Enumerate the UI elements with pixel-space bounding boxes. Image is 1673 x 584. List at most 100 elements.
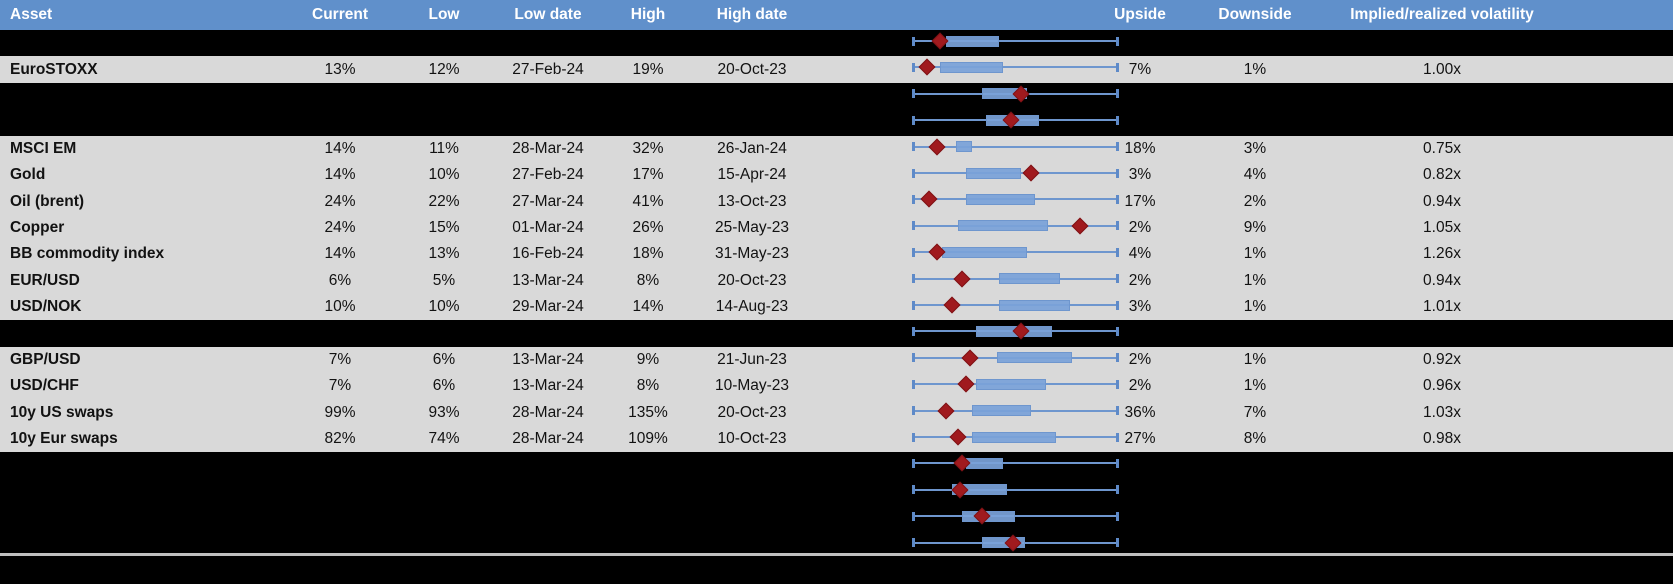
upside-value: 2% [1128,271,1152,289]
column-header-high-date: High date [716,6,788,23]
low-value: 15% [428,218,460,236]
current-marker-diamond [973,507,991,525]
high-date: 13-Oct-23 [717,192,787,210]
high-date: 14-Aug-23 [715,298,789,316]
whisker-cap-left [912,511,915,521]
low-date: 28-Mar-24 [512,139,584,157]
high-date: 20-Oct-23 [717,403,787,421]
table-row-bb-commodity-index: BB commodity index 14% 13% 16-Feb-24 18%… [0,241,1673,268]
high-date: 25-May-23 [714,218,790,236]
high-value: 32% [632,139,664,157]
downside-value: 1% [1243,245,1267,263]
high-date: 26-Jan-24 [717,139,787,157]
whisker-cap-right [1116,538,1119,548]
column-header-high: High [630,6,666,23]
low-date: 13-Mar-24 [512,350,584,368]
high-date: 10-May-23 [714,377,790,395]
low-date: 13-Mar-24 [512,271,584,289]
high-value: 26% [632,218,664,236]
spacer-row [0,30,1673,57]
implied-realized-vol: 0.82x [1423,166,1461,184]
implied-realized-vol: 1.00x [1423,60,1461,78]
high-value: 41% [632,192,664,210]
implied-realized-vol: 0.94x [1423,271,1461,289]
low-value: 10% [428,298,460,316]
low-date: 27-Feb-24 [512,166,584,184]
high-date: 21-Jun-23 [717,350,787,368]
high-date: 10-Oct-23 [717,430,787,448]
whisker-cap-right [1116,485,1119,495]
whisker-cap-left [912,538,915,548]
asset-name: EuroSTOXX [10,60,98,78]
high-value: 19% [632,60,664,78]
current-value: 99% [324,403,356,421]
table-row-eur-usd: EUR/USD 6% 5% 13-Mar-24 8% 20-Oct-23 2% … [0,267,1673,294]
upside-value: 27% [1124,430,1156,448]
range-box [951,484,1007,496]
whisker-line [913,488,1117,491]
asset-name: GBP/USD [10,350,81,368]
range-box [961,510,1015,522]
whisker-line [913,462,1117,465]
asset-name: EUR/USD [10,271,80,289]
downside-value: 1% [1243,377,1267,395]
current-marker-diamond [1004,534,1022,552]
whisker-cap-right [1116,458,1119,468]
current-marker-diamond [951,481,969,499]
whisker-line [913,541,1117,544]
table-row-oil-brent: Oil (brent) 24% 22% 27-Mar-24 41% 13-Oct… [0,188,1673,215]
downside-value: 7% [1243,403,1267,421]
column-header-vol: Implied/realized volatility [1350,6,1534,23]
column-header-downside: Downside [1218,6,1292,23]
high-value: 109% [628,430,668,448]
low-date: 29-Mar-24 [512,298,584,316]
asset-name: 10y US swaps [10,403,114,421]
asset-name: USD/CHF [10,377,79,395]
asset-name: BB commodity index [10,245,165,263]
low-date: 28-Mar-24 [512,430,584,448]
high-date: 15-Apr-24 [717,166,787,184]
asset-name: 10y Eur swaps [10,430,118,448]
downside-value: 1% [1243,271,1267,289]
current-marker-diamond [953,454,971,472]
spacer-row [0,109,1673,136]
table-header: Asset Current Low Low date High High dat… [0,0,1673,30]
downside-value: 1% [1243,60,1267,78]
whisker-cap-left [912,458,915,468]
column-header-asset: Asset [10,6,53,23]
low-value: 5% [432,271,456,289]
current-value: 7% [328,377,352,395]
high-value: 8% [636,271,660,289]
high-value: 135% [628,403,668,421]
table-row-copper: Copper 24% 15% 01-Mar-24 26% 25-May-23 2… [0,214,1673,242]
current-value: 10% [324,298,356,316]
table-row-eurostoxx: EuroSTOXX 13% 12% 27-Feb-24 19% 20-Oct-2… [0,56,1673,83]
high-value: 17% [632,166,664,184]
low-date: 16-Feb-24 [512,245,584,263]
current-value: 7% [328,350,352,368]
downside-value: 4% [1243,166,1267,184]
column-header-current: Current [312,6,368,23]
current-value: 6% [328,271,352,289]
table-row-usd-nok: USD/NOK 10% 10% 29-Mar-24 14% 14-Aug-23 … [0,293,1673,321]
implied-realized-vol: 1.26x [1423,245,1461,263]
high-date: 20-Oct-23 [717,60,787,78]
whisker-line [913,515,1117,518]
low-value: 11% [429,139,459,157]
implied-realized-vol: 1.03x [1423,403,1461,421]
low-value: 6% [432,377,456,395]
high-date: 20-Oct-23 [717,271,787,289]
high-value: 9% [636,350,660,368]
upside-value: 17% [1124,192,1156,210]
range-box [966,457,1003,469]
upside-value: 2% [1128,377,1152,395]
low-value: 12% [428,60,460,78]
range-box [982,537,1026,549]
current-value: 24% [324,192,356,210]
implied-realized-vol: 0.75x [1423,139,1461,157]
current-value: 14% [324,245,356,263]
low-date: 27-Feb-24 [512,60,584,78]
downside-value: 3% [1243,139,1267,157]
table-row-usd-chf: USD/CHF 7% 6% 13-Mar-24 8% 10-May-23 2% … [0,373,1673,400]
low-value: 22% [428,192,460,210]
